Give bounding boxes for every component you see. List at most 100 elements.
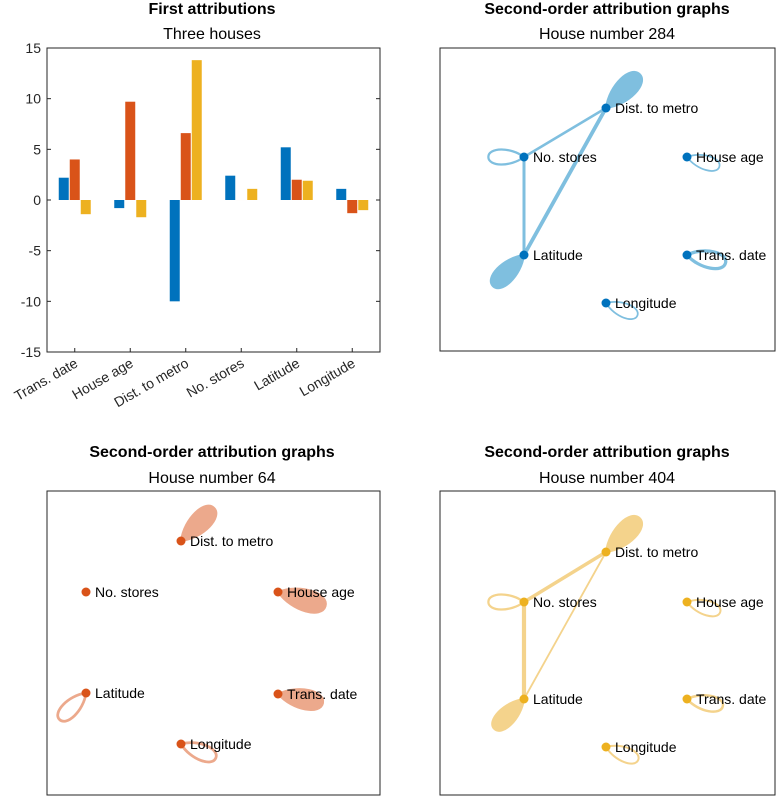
- graph-284-subtitle: House number 284: [539, 26, 675, 43]
- graph-node-label: Longitude: [615, 295, 677, 311]
- graph-404-subtitle: House number 404: [539, 470, 675, 487]
- bar-0-2: [169, 200, 180, 302]
- bar-2-3: [247, 188, 258, 200]
- graph-node-label: Latitude: [533, 247, 583, 263]
- self-loop: [604, 515, 643, 554]
- graph-edge: [522, 550, 608, 604]
- bar-1-0: [69, 159, 80, 200]
- graph-64-title: Second-order attribution graphs: [89, 444, 334, 461]
- self-loop: [487, 593, 526, 611]
- graph-node-label: No. stores: [533, 594, 597, 610]
- graph-node: [519, 597, 529, 607]
- self-loop: [685, 598, 722, 618]
- self-loop: [56, 691, 88, 723]
- graph-node-label: Dist. to metro: [615, 544, 698, 560]
- graph-node-label: Trans. date: [696, 691, 767, 707]
- self-loop: [491, 697, 526, 732]
- graph-284-box: [439, 47, 776, 352]
- graph-node: [601, 103, 611, 113]
- graph-node: [176, 536, 186, 546]
- self-loop: [178, 741, 218, 764]
- graph-edge: [523, 551, 607, 700]
- graph-284-title: Second-order attribution graphs: [484, 1, 729, 18]
- graph-node-label: Longitude: [615, 739, 677, 755]
- graph-node: [273, 689, 283, 699]
- self-loop: [684, 249, 728, 271]
- x-tick-label: Trans. date: [11, 355, 80, 404]
- graph-panel-284: Second-order attribution graphs House nu…: [439, 1, 776, 352]
- graph-node-label: Dist. to metro: [190, 533, 273, 549]
- graph-node: [81, 587, 91, 597]
- graph-node-label: No. stores: [533, 149, 597, 165]
- bar-2-5: [358, 200, 369, 211]
- bar-2-2: [191, 60, 202, 200]
- self-loop: [685, 154, 721, 172]
- y-tick-label: -5: [29, 243, 42, 259]
- graph-node: [682, 250, 692, 260]
- y-tick-label: 0: [33, 192, 41, 208]
- bar-2-4: [302, 180, 313, 200]
- y-tick-label: -15: [21, 344, 41, 360]
- bar-chart-subtitle: Three houses: [163, 26, 261, 43]
- graph-node: [601, 742, 611, 752]
- graph-node: [601, 547, 611, 557]
- y-tick-label: -10: [21, 293, 41, 309]
- bar-0-5: [336, 188, 347, 200]
- self-loop: [179, 504, 218, 543]
- graph-64-box: [46, 490, 381, 796]
- bar-chart-panel: First attributions Three houses 15 10 5 0 -5…: [11, 1, 381, 410]
- graph-404-box: [439, 490, 776, 796]
- self-loop: [489, 253, 526, 290]
- graph-64-network: Dist. to metro No. stores House age Latitud…: [56, 504, 358, 764]
- graph-node-label: Latitude: [95, 685, 145, 701]
- graph-404-title: Second-order attribution graphs: [484, 444, 729, 461]
- graph-node-label: Latitude: [533, 691, 583, 707]
- graph-node: [601, 298, 611, 308]
- graph-node: [273, 587, 283, 597]
- self-loop: [684, 694, 725, 713]
- self-loop: [276, 587, 327, 614]
- bar-1-4: [291, 179, 302, 200]
- bar-chart-axes-box: [46, 47, 381, 353]
- x-tick-label: Latitude: [251, 355, 302, 394]
- graph-node: [81, 688, 91, 698]
- self-loop: [604, 71, 643, 110]
- graph-node: [519, 694, 529, 704]
- graph-284-network: Dist. to metro No. stores House age Latitud…: [487, 71, 767, 320]
- graph-node-label: Trans. date: [287, 686, 358, 702]
- graph-node: [682, 597, 692, 607]
- y-tick-label: 15: [25, 40, 41, 56]
- bar-0-0: [58, 177, 69, 200]
- bar-series: [58, 60, 369, 302]
- y-axis-ticks: 15 10 5 0 -5 -10 -15: [21, 40, 380, 360]
- graph-node-label: House age: [696, 594, 764, 610]
- graph-node-label: Dist. to metro: [615, 100, 698, 116]
- bar-1-5: [347, 200, 358, 214]
- graph-node: [519, 152, 529, 162]
- graph-node: [176, 739, 186, 749]
- x-tick-label: Longitude: [296, 355, 357, 400]
- bar-chart-title: First attributions: [148, 1, 275, 18]
- graph-panel-404: Second-order attribution graphs House nu…: [439, 444, 776, 796]
- graph-node-label: Longitude: [190, 736, 252, 752]
- y-tick-label: 10: [25, 91, 41, 107]
- bar-0-3: [225, 175, 236, 200]
- graph-node-label: No. stores: [95, 584, 159, 600]
- graph-edge: [522, 106, 608, 159]
- graph-node-label: House age: [696, 149, 764, 165]
- self-loop: [604, 301, 639, 320]
- bar-0-4: [280, 147, 291, 200]
- graph-node: [682, 694, 692, 704]
- bar-2-0: [80, 200, 91, 215]
- y-tick-label: 5: [33, 141, 41, 157]
- graph-node: [519, 250, 529, 260]
- self-loop: [487, 148, 526, 166]
- bar-1-1: [125, 101, 136, 200]
- graph-panel-64: Second-order attribution graphs House nu…: [46, 444, 381, 796]
- self-loop: [276, 688, 324, 711]
- graph-edge: [522, 106, 608, 257]
- x-tick-label: No. stores: [183, 355, 246, 401]
- self-loop: [604, 744, 640, 765]
